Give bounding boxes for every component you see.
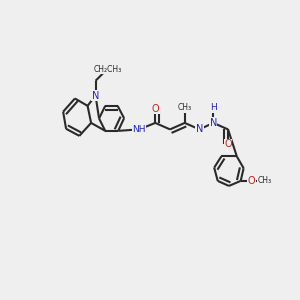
Text: H: H bbox=[210, 103, 217, 112]
Text: O: O bbox=[224, 139, 232, 149]
Text: N: N bbox=[210, 118, 217, 128]
Text: CH₂CH₃: CH₂CH₃ bbox=[93, 64, 122, 74]
Text: CH₃: CH₃ bbox=[178, 103, 192, 112]
Text: N: N bbox=[196, 124, 203, 134]
Text: CH₃: CH₃ bbox=[258, 176, 272, 185]
Text: O: O bbox=[152, 104, 159, 114]
Text: N: N bbox=[92, 91, 99, 100]
Text: O: O bbox=[248, 176, 255, 186]
Text: NH: NH bbox=[132, 125, 146, 134]
